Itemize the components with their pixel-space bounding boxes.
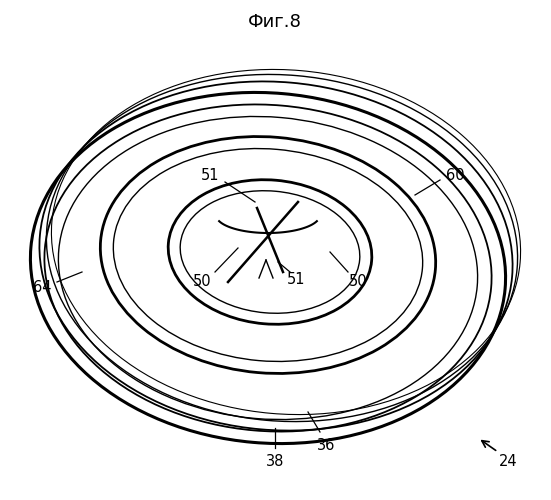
Text: Фиг.8: Фиг.8: [248, 13, 302, 31]
Text: 60: 60: [446, 168, 464, 182]
Text: 38: 38: [266, 454, 284, 469]
Text: 50: 50: [193, 274, 212, 289]
Text: 24: 24: [499, 454, 517, 469]
Text: 36: 36: [317, 438, 335, 452]
Text: 50: 50: [349, 274, 368, 289]
Text: 64: 64: [33, 280, 51, 295]
Text: 51: 51: [201, 168, 219, 182]
Text: 51: 51: [287, 272, 305, 287]
